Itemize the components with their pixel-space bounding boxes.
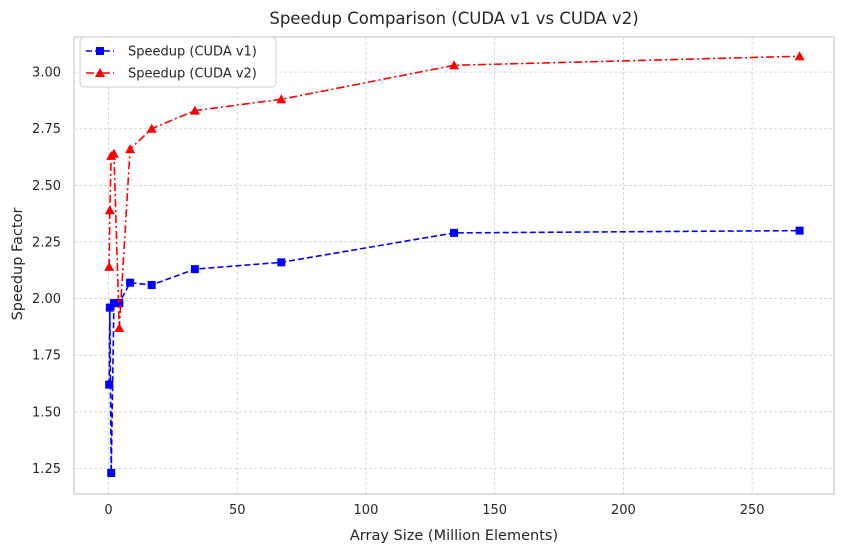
data-point-marker	[115, 299, 124, 308]
y-tick-label: 1.75	[32, 349, 61, 364]
series-line	[108, 229, 800, 473]
data-point-marker	[449, 60, 460, 70]
series-2	[104, 51, 805, 333]
y-axis-label: Speedup Factor	[10, 208, 26, 321]
y-tick-label: 2.50	[32, 179, 61, 194]
legend-marker	[95, 68, 105, 77]
plot-frame	[73, 36, 835, 495]
data-point-marker	[450, 228, 459, 237]
y-tick-label: 1.25	[32, 462, 61, 477]
data-point-marker	[147, 280, 156, 289]
legend-entries: Speedup (CUDA v1) Speedup (CUDA v2)	[86, 45, 257, 82]
legend-label: Speedup (CUDA v2)	[128, 67, 257, 82]
legend-label: Speedup (CUDA v1)	[128, 45, 257, 60]
x-tick-label: 100	[354, 503, 379, 518]
data-point-marker	[125, 144, 136, 154]
y-tick-label: 2.00	[32, 292, 61, 307]
x-axis-ticks: 0 50 100 150 200 250	[104, 503, 764, 518]
y-tick-label: 3.00	[32, 66, 61, 81]
data-point-marker	[108, 148, 119, 158]
chart-title: Speedup Comparison (CUDA v1 vs CUDA v2)	[269, 9, 638, 28]
data-point-marker	[276, 94, 287, 104]
legend-box	[79, 36, 277, 88]
data-point-marker	[189, 105, 200, 115]
x-tick-label: 150	[482, 503, 507, 518]
data-point-marker	[277, 258, 286, 267]
data-point-marker	[190, 265, 199, 274]
x-axis-label: Array Size (Million Elements)	[350, 528, 558, 544]
legend: Speedup (CUDA v1) Speedup (CUDA v2)	[79, 36, 277, 88]
y-tick-label: 2.25	[32, 235, 61, 250]
data-point-marker	[114, 323, 125, 333]
data-point-marker	[107, 468, 116, 477]
data-point-marker	[105, 303, 114, 312]
x-tick-label: 250	[740, 503, 765, 518]
data-point-marker	[104, 261, 115, 271]
y-tick-label: 2.75	[32, 122, 61, 137]
x-tick-label: 50	[229, 503, 246, 518]
series-layer	[104, 51, 805, 477]
data-point-marker	[105, 380, 114, 389]
series-1	[105, 226, 804, 477]
y-axis-ticks: 1.25 1.50 1.75 2.00 2.25 2.50 2.75 3.00	[32, 66, 61, 477]
x-tick-label: 200	[611, 503, 636, 518]
data-point-marker	[126, 278, 135, 287]
legend-marker	[96, 47, 104, 55]
data-point-marker	[109, 299, 118, 308]
x-tick-label: 0	[104, 503, 112, 518]
data-point-marker	[104, 205, 115, 215]
data-point-marker	[795, 226, 804, 235]
data-point-marker	[794, 51, 805, 61]
data-point-marker	[146, 123, 157, 133]
y-tick-label: 1.50	[32, 405, 61, 420]
